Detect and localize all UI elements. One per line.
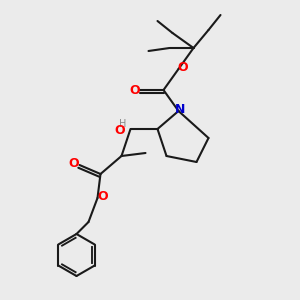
Text: O: O [69,157,80,170]
Text: H: H [119,118,127,129]
Text: O: O [178,61,188,74]
Text: O: O [115,124,125,137]
Text: O: O [130,83,140,97]
Text: O: O [98,190,108,203]
Text: N: N [175,103,185,116]
